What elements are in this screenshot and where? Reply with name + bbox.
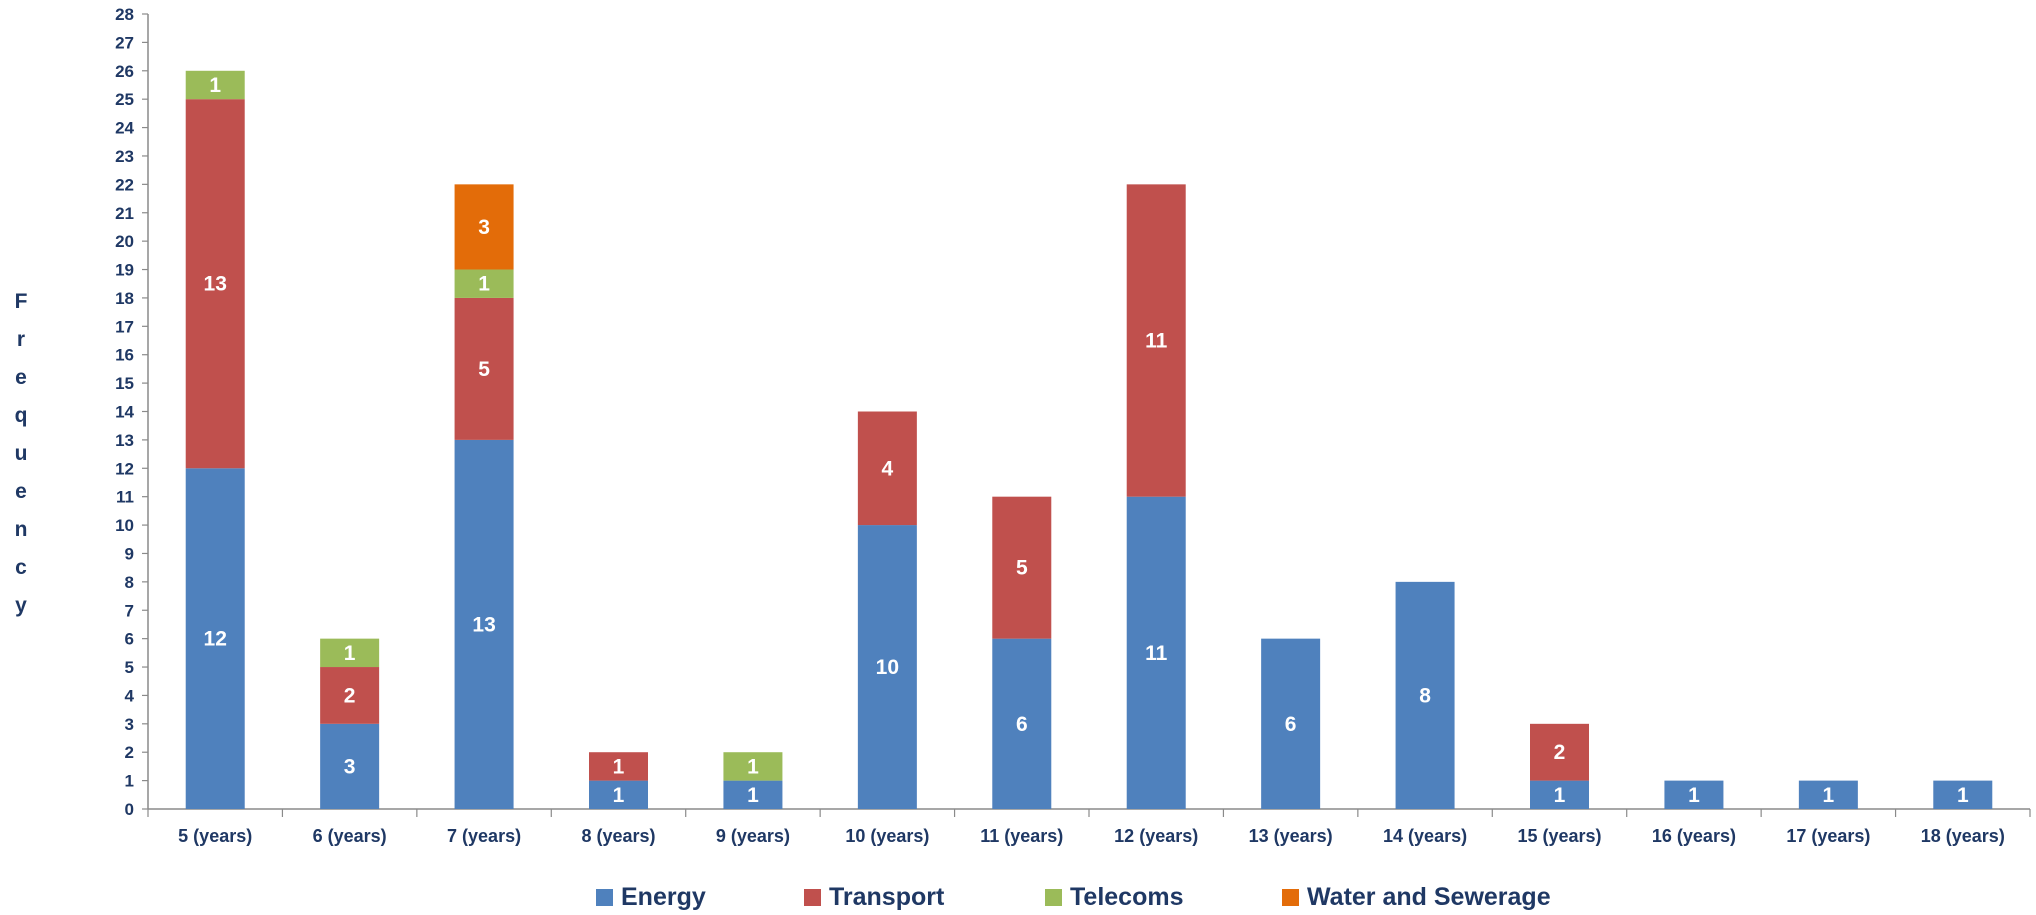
y-tick-label: 4 (125, 686, 135, 705)
data-label: 1 (209, 74, 221, 97)
legend-swatch (804, 889, 821, 906)
y-tick-label: 6 (125, 630, 134, 649)
bars (186, 71, 1993, 809)
legend-item: Energy (596, 880, 706, 914)
x-tick-label: 10 (years) (845, 826, 929, 846)
y-axis-title-letter: n (15, 518, 28, 541)
x-tick-label: 13 (years) (1249, 826, 1333, 846)
x-tick-label: 18 (years) (1921, 826, 2005, 846)
y-axis-title-letter: F (15, 290, 28, 313)
x-tick-label: 17 (years) (1786, 826, 1870, 846)
legend-swatch (596, 889, 613, 906)
data-label: 11 (1145, 330, 1168, 353)
data-label: 11 (1145, 642, 1168, 665)
y-axis-title-letter: q (15, 404, 28, 427)
data-label: 1 (613, 784, 625, 807)
x-tick-label: 12 (years) (1114, 826, 1198, 846)
data-label: 6 (1016, 713, 1028, 736)
legend-label: Energy (621, 883, 706, 912)
y-tick-label: 15 (115, 374, 134, 393)
legend-item: Water and Sewerage (1282, 880, 1551, 914)
x-tick-labels: 5 (years) 6 (years) 7 (years) 8 (years) 9 (y… (178, 826, 2005, 846)
y-tick-label: 16 (115, 346, 134, 365)
data-label: 3 (478, 216, 490, 239)
data-label: 4 (882, 457, 894, 480)
data-label: 1 (747, 784, 759, 807)
legend-swatch (1282, 889, 1299, 906)
data-label: 1 (613, 755, 625, 778)
y-tick-label: 5 (125, 658, 134, 677)
legend-item: Transport (804, 880, 944, 914)
x-tick-label: 7 (years) (447, 826, 521, 846)
y-tick-label: 11 (116, 488, 134, 507)
y-tick-label: 19 (115, 261, 134, 280)
data-label: 1 (1688, 784, 1700, 807)
data-label: 13 (204, 273, 227, 296)
data-label: 5 (478, 358, 490, 381)
data-label: 1 (1823, 784, 1835, 807)
x-tick-label: 11 (years) (980, 826, 1063, 846)
y-tick-label: 10 (115, 516, 134, 535)
y-axis-title-letter: u (15, 442, 28, 465)
x-tick-label: 6 (years) (313, 826, 387, 846)
x-tick-label: 14 (years) (1383, 826, 1467, 846)
y-axis-title: Frequency (15, 290, 28, 617)
stacked-bar-chart: 0123456789101112131415161718192021222324… (0, 0, 2036, 880)
y-tick-label: 12 (115, 459, 134, 478)
legend-label: Transport (829, 883, 944, 912)
y-tick-label: 22 (115, 175, 134, 194)
data-label: 13 (472, 613, 495, 636)
x-tick-label: 8 (years) (581, 826, 655, 846)
data-label: 3 (344, 755, 356, 778)
y-axis-title-letter: y (15, 594, 27, 617)
data-label: 1 (344, 642, 356, 665)
y-tick-labels: 0123456789101112131415161718192021222324… (115, 5, 134, 819)
y-tick-label: 23 (115, 147, 134, 166)
data-label: 1 (478, 273, 490, 296)
data-label: 5 (1016, 557, 1028, 580)
y-tick-label: 2 (125, 743, 134, 762)
data-label: 1 (1554, 784, 1566, 807)
y-tick-label: 0 (125, 800, 134, 819)
data-label: 1 (1957, 784, 1969, 807)
y-axis-title-letter: r (17, 328, 25, 351)
data-label: 1 (747, 755, 759, 778)
y-tick-label: 1 (125, 772, 134, 791)
legend: Energy Transport Telecoms Water and Sewerag… (0, 880, 2036, 914)
y-axis-title-letter: e (15, 366, 27, 389)
y-tick-label: 27 (115, 33, 134, 52)
data-label: 6 (1285, 713, 1297, 736)
y-tick-label: 24 (115, 119, 134, 138)
data-label: 2 (344, 684, 356, 707)
y-tick-label: 9 (125, 544, 134, 563)
x-tick-label: 5 (years) (178, 826, 252, 846)
y-tick-label: 28 (115, 5, 134, 24)
data-label: 12 (204, 628, 227, 651)
y-tick-label: 7 (125, 601, 134, 620)
y-tick-label: 21 (115, 204, 134, 223)
y-tick-label: 20 (115, 232, 134, 251)
data-label: 8 (1419, 684, 1431, 707)
axes (142, 14, 2030, 817)
y-tick-label: 13 (115, 431, 134, 450)
y-axis-title-letter: e (15, 480, 27, 503)
legend-label: Telecoms (1070, 883, 1183, 912)
y-tick-label: 3 (125, 715, 134, 734)
y-tick-label: 26 (115, 62, 134, 81)
legend-item: Telecoms (1045, 880, 1183, 914)
y-tick-label: 25 (115, 90, 134, 109)
y-tick-label: 14 (115, 403, 134, 422)
data-label: 10 (876, 656, 899, 679)
legend-swatch (1045, 889, 1062, 906)
x-tick-label: 16 (years) (1652, 826, 1736, 846)
y-tick-label: 17 (115, 317, 134, 336)
y-tick-label: 18 (115, 289, 134, 308)
x-tick-label: 15 (years) (1517, 826, 1601, 846)
y-axis-title-letter: c (15, 556, 27, 579)
x-tick-label: 9 (years) (716, 826, 790, 846)
y-tick-label: 8 (125, 573, 134, 592)
legend-label: Water and Sewerage (1307, 883, 1551, 912)
data-label: 2 (1554, 741, 1566, 764)
